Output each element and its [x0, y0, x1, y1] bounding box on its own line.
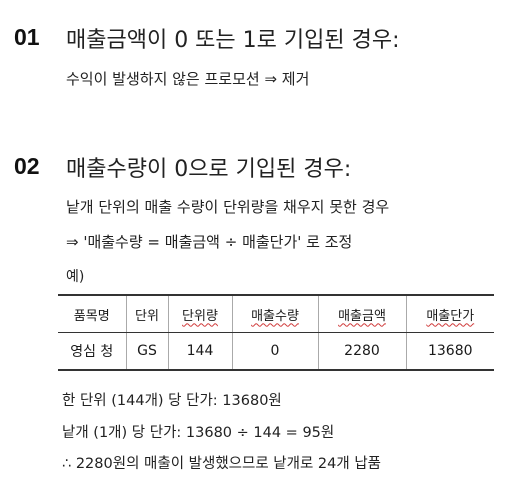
table-row: 영심 청 GS 144 0 2280 13680: [58, 332, 494, 371]
table-header-cell: 매출단가: [405, 294, 494, 333]
example-label: 예): [66, 269, 85, 285]
section-2-heading: 매출수량이 0으로 기입된 경우:: [66, 157, 352, 182]
note-conclusion: ∴ 2280원의 매출이 발생했으므로 낱개로 24개 납품: [62, 456, 382, 472]
table-cell: 144: [167, 332, 232, 371]
note-unit-price: 한 단위 (144개) 당 단가: 13680원: [62, 393, 282, 409]
section-1-number: 01: [14, 24, 40, 50]
table-header-cell: 매출금액: [317, 294, 406, 333]
table-cell: GS: [125, 332, 168, 371]
table-header-cell: 품목명: [58, 294, 126, 333]
section-2-text-2: ⇒ '매출수량 = 매출금액 ÷ 매출단가' 로 조정: [66, 233, 353, 251]
table-cell: 영심 청: [58, 332, 126, 371]
section-1-text: 수익이 발생하지 않은 프로모션 ⇒ 제거: [66, 70, 310, 88]
example-table: 품목명 단위 단위량 매출수량 매출금액 매출단가 영심 청 GS 144 0 …: [58, 294, 494, 371]
table-cell: 2280: [317, 332, 406, 371]
table-header-cell: 단위: [125, 294, 168, 333]
section-2-number: 02: [14, 153, 40, 179]
table-cell: 0: [231, 332, 318, 371]
table-header-cell: 단위량: [167, 294, 232, 333]
section-2-text-1: 낱개 단위의 매출 수량이 단위량을 채우지 못한 경우: [66, 198, 390, 216]
table-header-row: 품목명 단위 단위량 매출수량 매출금액 매출단가: [58, 294, 494, 333]
section-1-heading: 매출금액이 0 또는 1로 기입된 경우:: [66, 28, 400, 53]
table-header-cell: 매출수량: [231, 294, 318, 333]
table-cell: 13680: [405, 332, 494, 371]
note-piece-price: 낱개 (1개) 당 단가: 13680 ÷ 144 = 95원: [62, 425, 335, 441]
